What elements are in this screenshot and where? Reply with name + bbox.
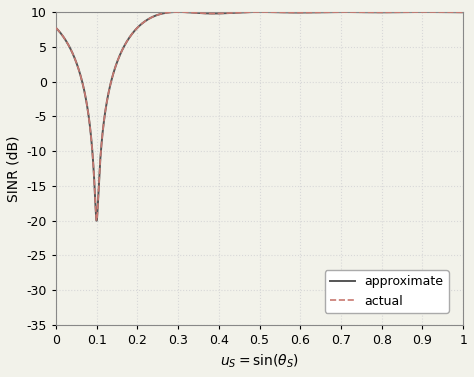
approximate: [127, 34, 133, 39]
Y-axis label: SINR (dB): SINR (dB): [7, 135, 21, 202]
actual: [297, 10, 303, 15]
actual: [357, 10, 363, 14]
approximate: [209, 11, 214, 16]
actual: [94, 218, 100, 223]
actual: [388, 10, 393, 15]
actual: [318, 10, 324, 14]
approximate: [297, 10, 303, 15]
actual: [53, 26, 59, 30]
Legend: approximate, actual: approximate, actual: [325, 270, 449, 313]
approximate: [94, 218, 100, 223]
approximate: [419, 10, 425, 14]
approximate: [460, 10, 466, 15]
actual: [460, 10, 466, 15]
actual: [127, 34, 133, 39]
X-axis label: $u_S = \sin(\theta_S)$: $u_S = \sin(\theta_S)$: [220, 352, 299, 370]
Line: approximate: approximate: [56, 12, 463, 221]
approximate: [388, 10, 393, 15]
actual: [209, 11, 214, 16]
approximate: [318, 10, 324, 14]
Line: actual: actual: [56, 12, 463, 221]
actual: [419, 10, 425, 14]
approximate: [53, 26, 59, 30]
approximate: [357, 10, 363, 14]
